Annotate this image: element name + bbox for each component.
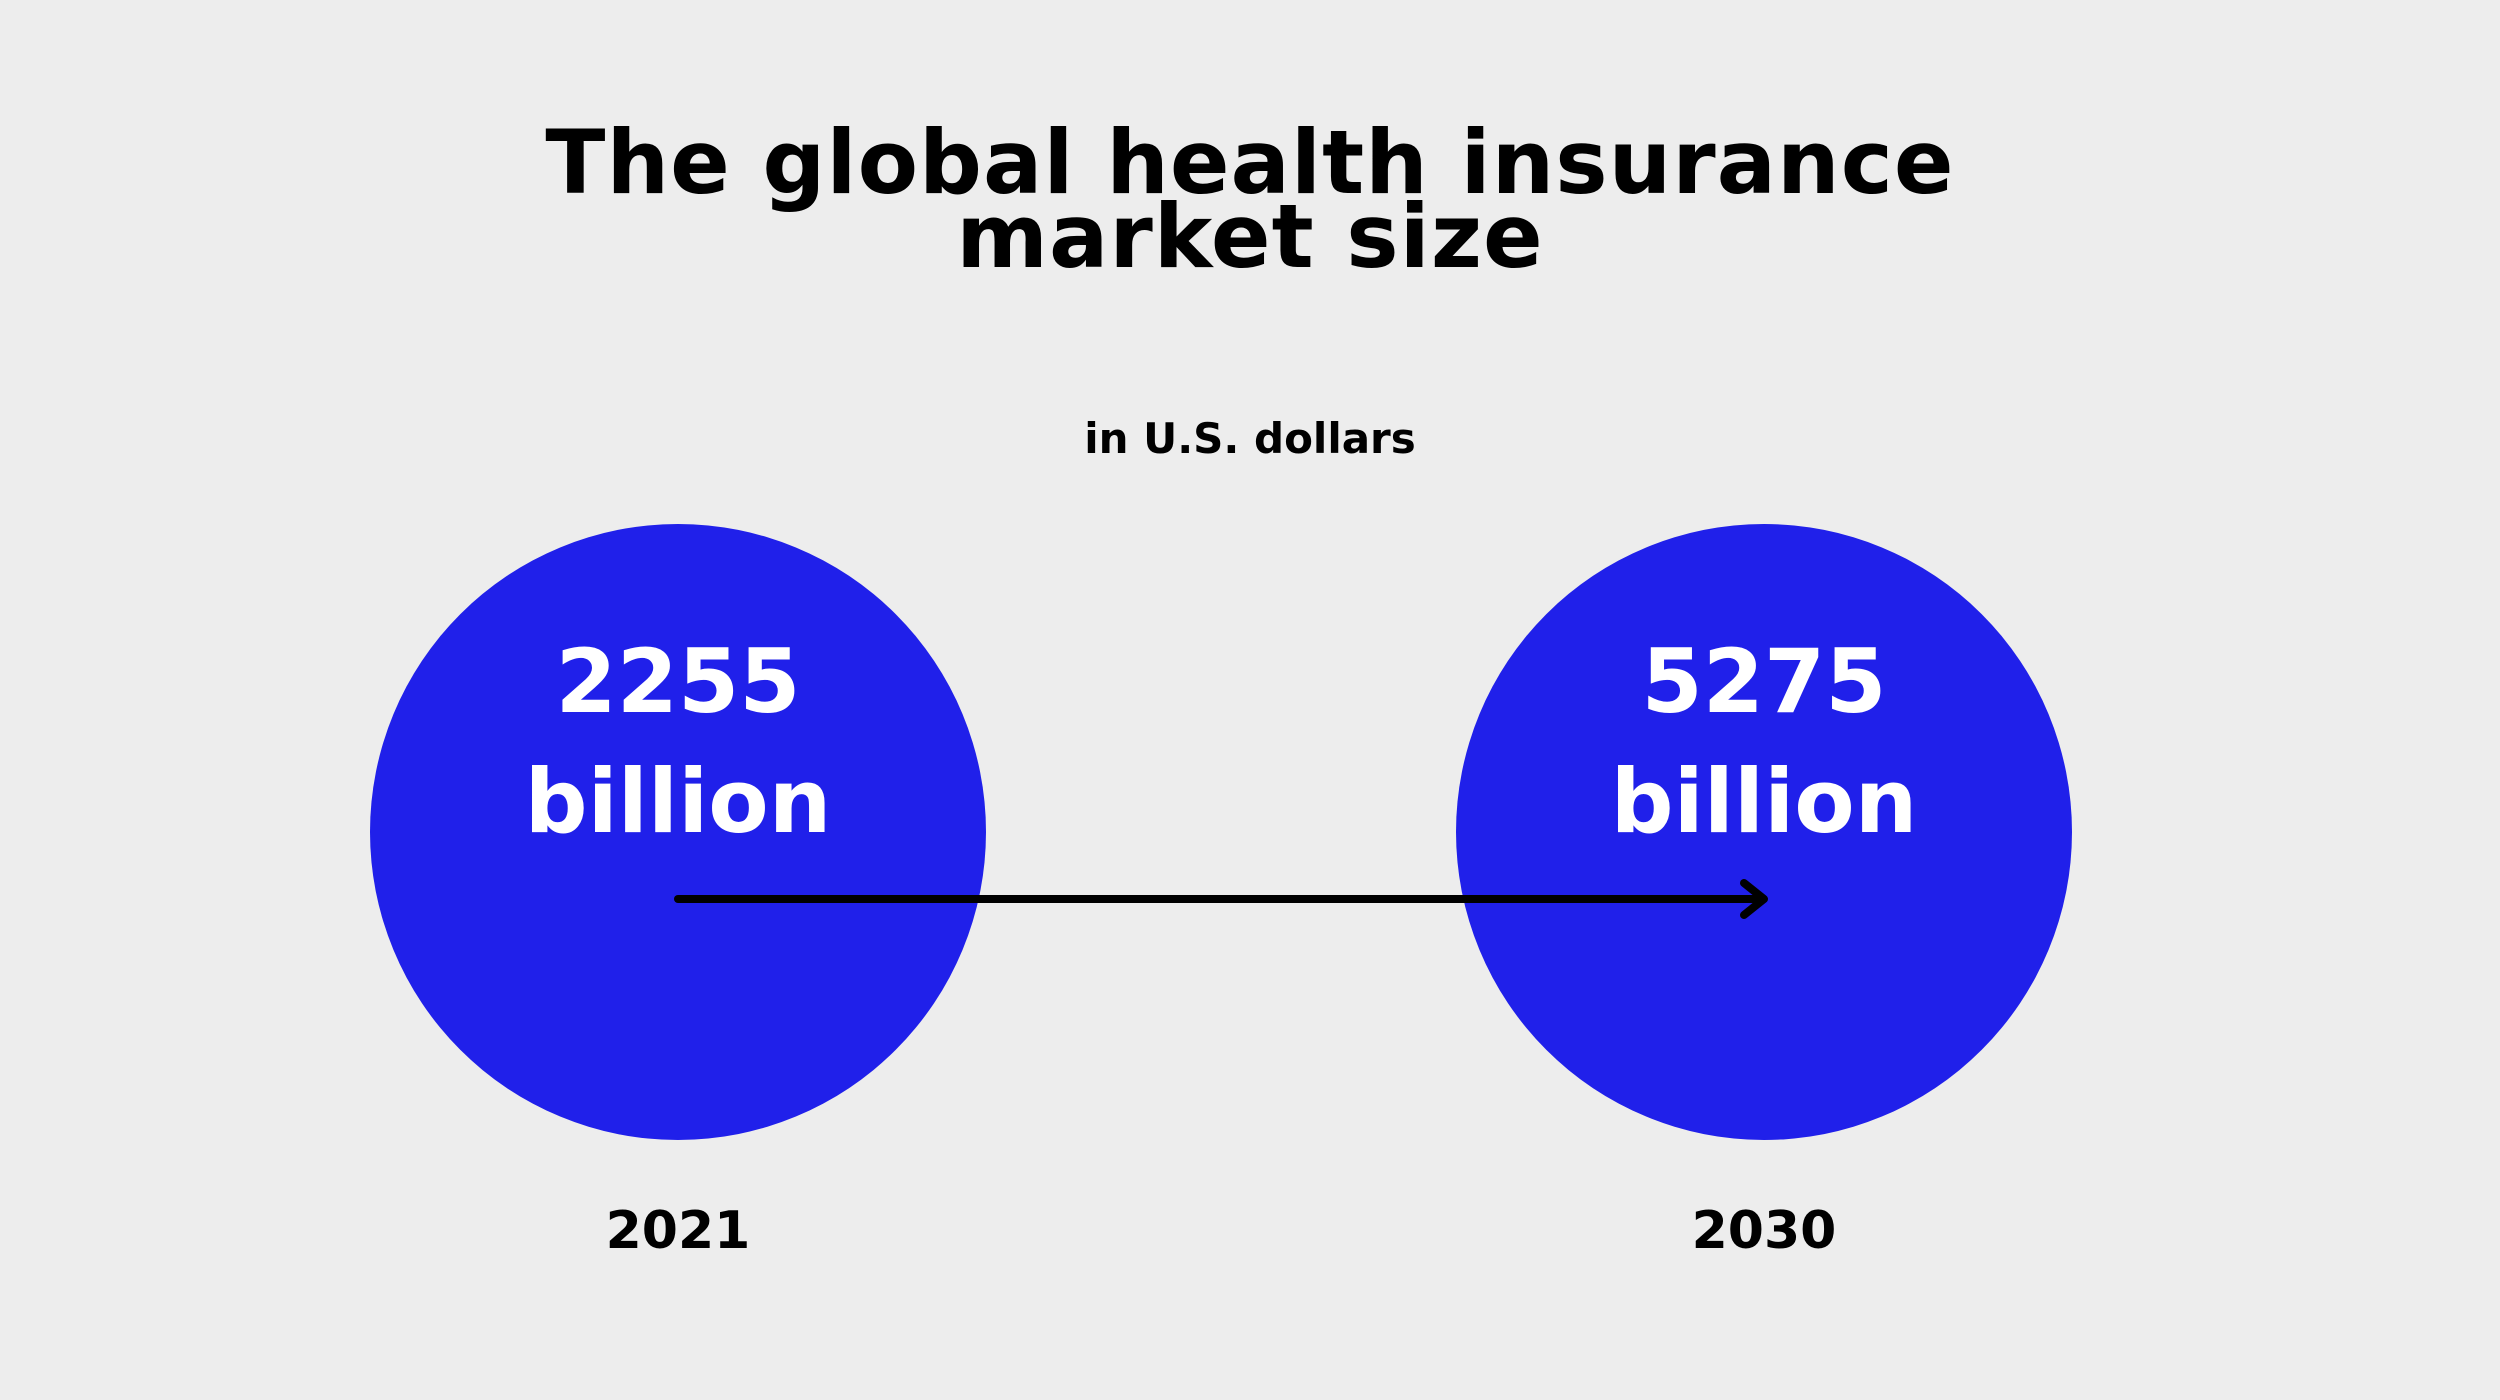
bubble-2030 — [1456, 524, 2072, 1140]
year-label-2021: 2021 — [606, 1201, 751, 1261]
year-label-2030: 2030 — [1692, 1201, 1837, 1261]
bubble-unit-2030: billion — [1611, 750, 1918, 853]
chart-title: The global health insurance market size — [0, 111, 2500, 288]
bubble-value-2021: 2255 — [556, 630, 801, 733]
chart-title-line-2: market size — [956, 185, 1544, 288]
bubble-value-2030: 5275 — [1642, 630, 1887, 733]
chart-title-line-1: The global health insurance — [545, 111, 1955, 214]
bubble-2021 — [370, 524, 986, 1140]
bubble-unit-2021: billion — [525, 750, 832, 853]
chart-subtitle: in U.S. dollars — [1084, 414, 1416, 463]
growth-arrow-head — [1740, 879, 1768, 919]
